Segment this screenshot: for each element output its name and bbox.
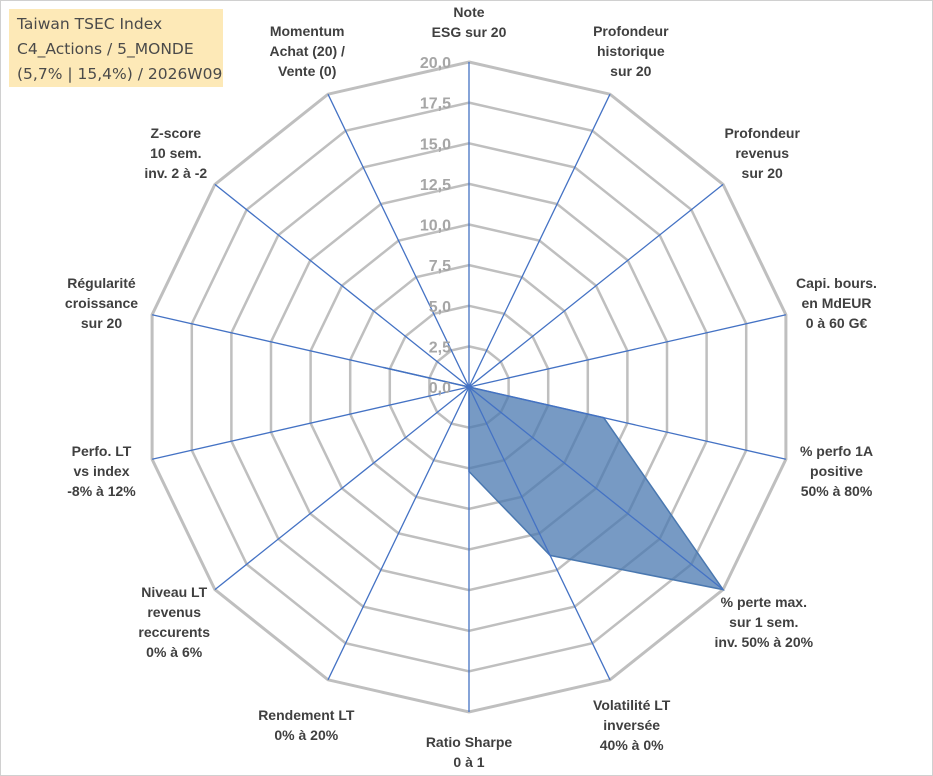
tick-label: 12,5 [420,177,451,194]
tick-label: 5,0 [429,299,451,316]
axis-label-line: historique [596,42,665,59]
axis-label: Régularité croissance sur 20 [65,273,138,333]
axis-label: % perte max. sur 1 sem. inv. 50% à 20% [715,592,814,652]
axis-label-line: Profondeur [724,125,800,142]
axis-label: Z-score 10 sem. inv. 2 à -2 [144,123,207,183]
axis-spoke [468,386,611,681]
axis-label: Niveau LT revenus reccurents 0% à 6% [138,582,210,662]
axis-label: Momentum Achat (20) / Vente (0) [269,21,344,81]
tick-label: 17,5 [420,96,451,113]
axis-spoke [327,386,470,681]
axis-label-line: Niveau LT [141,584,208,601]
axis-label-line: reccurents [138,624,210,641]
axis-label-line: % perfo 1A [799,442,874,459]
axis-label-line: positive [810,462,863,479]
axis-label-line: 10 sem. [150,145,202,162]
axis-label-line: ESG sur 20 [431,24,507,40]
axis-label: Note ESG sur 20 [432,2,507,42]
axis-spoke [151,314,470,388]
axis-label-line: 0 à 60 G€ [805,315,868,332]
axis-label-line: % perte max. [720,594,807,611]
axis-label-line: Perfo. LT [71,442,132,459]
axis-label-line: Ratio Sharpe [425,734,513,750]
axis-label: Perfo. LT vs index -8% à 12% [67,441,135,501]
info-category: C4_Actions / 5_MONDE [17,40,194,58]
axis-spoke [468,386,724,591]
axis-label-line: inversée [603,716,661,733]
axis-label-line: inv. 2 à -2 [144,165,208,182]
axis-label-line: 50% à 80% [800,482,873,499]
series-area [383,366,725,591]
axis-label-line: 40% à 0% [599,736,664,753]
tick-label: 20,0 [420,55,451,72]
axis-spoke [468,93,611,388]
info-box: Taiwan TSEC Index C4_Actions / 5_MONDE (… [9,9,223,87]
axis-label-line: Z-score [150,125,202,142]
axis-label-line: Profondeur [593,22,669,39]
spoke-layer [151,62,787,712]
axis-label-line: 0% à 6% [146,644,203,661]
axis-label: Ratio Sharpe 0 à 1 [426,732,512,772]
axis-label-line: 0% à 20% [274,726,339,743]
axis-label-line: sur 20 [741,165,783,182]
axis-label-line: en MdEUR [801,295,872,312]
tick-layer: 0,0 2,5 5,0 7,5 10,0 12,5 15,0 17,5 20,0 [420,55,451,397]
axis-spoke [468,183,724,388]
axis-label-line: revenus [735,145,790,162]
axis-label-line: sur 1 sem. [729,614,799,631]
axis-label: Profondeur revenus sur 20 [724,123,799,183]
axis-label-line: sur 20 [610,62,652,79]
axis-label-line: Régularité [67,275,136,292]
axis-label-line: Rendement LT [258,706,355,723]
axis-label-line: vs index [73,462,130,479]
axis-spoke [327,93,470,388]
axis-spoke [151,386,470,460]
tick-label: 2,5 [429,339,451,356]
axis-label: % perfo 1A positive 50% à 80% [800,441,873,501]
axis-spoke [214,386,470,591]
tick-label: 0,0 [429,380,451,397]
axis-spoke [468,386,787,460]
axis-spoke [468,314,787,388]
tick-label: 10,0 [420,218,451,235]
axis-label-line: Momentum [269,22,345,39]
series-layer [383,366,725,591]
info-title: Taiwan TSEC Index [17,15,163,33]
axis-label-line: sur 20 [80,315,123,332]
axis-label-line: 0 à 1 [453,754,485,770]
axis-spoke [214,183,470,388]
axis-label: Capi. bours. en MdEUR 0 à 60 G€ [796,273,877,333]
axis-label: Volatilité LT inversée 40% à 0% [593,695,670,755]
axis-label-line: Achat (20) / [269,42,345,59]
axis-label-line: Volatilité LT [593,696,671,713]
axis-label-line: Note [453,4,485,20]
axis-label-line: croissance [64,295,139,312]
axis-label: Profondeur historique sur 20 [593,21,668,81]
axis-label-line: -8% à 12% [67,482,136,499]
tick-label: 15,0 [420,136,451,153]
tick-label: 7,5 [429,258,451,275]
axis-label-line: Vente (0) [278,62,337,79]
axis-label: Rendement LT 0% à 20% [258,705,354,745]
axis-label-line: revenus [147,604,202,621]
axis-label-line: inv. 50% à 20% [714,634,814,651]
info-stats: (5,7% | 15,4%) / 2026W09 [17,65,223,83]
axis-label-line: Capi. bours. [796,275,877,292]
